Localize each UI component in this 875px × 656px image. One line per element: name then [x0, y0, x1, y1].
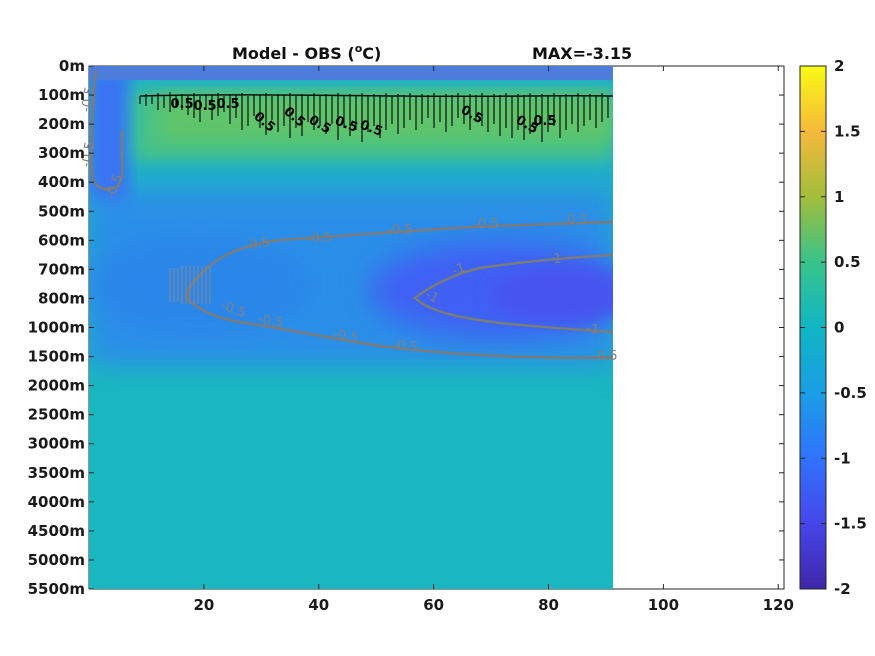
- y-tick-label: 600m: [38, 231, 85, 249]
- contour-label: 0.5: [533, 114, 556, 129]
- contour-pos05: [139, 92, 609, 142]
- y-tick-label: 500m: [38, 202, 85, 220]
- contour-label: -1: [585, 321, 600, 338]
- colorbar-tick-label: 0: [834, 319, 844, 337]
- colorbar-ticks: -2 -1.5 -1 -0.5 0 0.5 1 1.5 2: [800, 57, 867, 598]
- y-axis: 0m 100m 200m 300m 400m 500m 600m 700m 800m 1000m 1…: [28, 57, 784, 598]
- y-tick-label: 4000m: [28, 493, 85, 511]
- colorbar-tick-label: -1: [834, 449, 851, 467]
- chart-title: Model - OBS (oC): [232, 42, 381, 63]
- y-tick-label: 0m: [59, 57, 85, 75]
- contour-neg05-mesh: [169, 266, 211, 304]
- contour-label: -0.5: [244, 235, 272, 254]
- contour-label: -0.5: [257, 312, 285, 331]
- x-tick-label: 20: [193, 596, 214, 614]
- contour-label: -0.5: [392, 338, 419, 355]
- colorbar-tick-label: 0.5: [834, 253, 861, 271]
- contour-label: -0.5: [562, 213, 587, 228]
- contour-label: -0.5: [473, 217, 498, 232]
- colorbar-tick-label: -0.5: [834, 384, 867, 402]
- y-tick-label: 700m: [38, 260, 85, 278]
- contour-label: -0.5: [592, 349, 617, 364]
- colorbar-tick-label: -2: [834, 580, 851, 598]
- contour-label: 0.5: [193, 99, 216, 114]
- x-axis: 20 40 60 80 100 120: [193, 66, 794, 614]
- y-tick-label: 5500m: [28, 580, 85, 598]
- y-tick-label: 2000m: [28, 377, 85, 395]
- heatmap-band-deep: [89, 360, 613, 589]
- contour-pos05-top: [139, 94, 613, 98]
- contour-label: -0.5: [387, 223, 412, 238]
- contour-neg1: [413, 253, 613, 334]
- colorbar-tick-label: 1: [834, 188, 844, 206]
- y-tick-label: 5000m: [28, 551, 85, 569]
- contour-label: 0.5: [358, 118, 385, 140]
- contour-label: -1: [549, 252, 562, 267]
- y-tick-label: 3000m: [28, 435, 85, 453]
- y-tick-label: 400m: [38, 173, 85, 191]
- contour-neg05-upper: [185, 220, 613, 301]
- contour-label: -0.5: [79, 86, 98, 114]
- y-tick-label: 200m: [38, 115, 85, 133]
- y-tick-label: 800m: [38, 289, 85, 307]
- y-tick-label: 100m: [38, 86, 85, 104]
- y-tick-label: 1500m: [28, 348, 85, 366]
- x-tick-label: 100: [648, 596, 679, 614]
- colorbar-tick-label: 2: [834, 57, 844, 75]
- x-tick-label: 60: [423, 596, 444, 614]
- contour-label: 0.5: [333, 114, 360, 136]
- x-tick-label: 80: [538, 596, 559, 614]
- heatmap-surface: [89, 66, 613, 80]
- contour-lines: [90, 69, 613, 359]
- contour-label: 0.5: [216, 97, 239, 112]
- y-tick-label: 300m: [38, 144, 85, 162]
- y-tick-label: 4500m: [28, 522, 85, 540]
- contour-label: 0.5: [170, 97, 193, 112]
- contour-label: -0.5: [332, 327, 360, 346]
- max-annotation: MAX=-3.15: [532, 44, 632, 63]
- x-tick-label: 40: [308, 596, 329, 614]
- colorbar-tick-label: 1.5: [834, 122, 861, 140]
- y-tick-label: 1000m: [28, 319, 85, 337]
- heatmap-cold-core-inner: [490, 267, 613, 323]
- contour-neg05-west: [90, 69, 124, 191]
- contour-neg05-lower: [187, 299, 613, 359]
- contour-label: -0.5: [79, 141, 98, 169]
- x-tick-label: 120: [763, 596, 794, 614]
- heatmap-west-band: [90, 240, 310, 330]
- contour-label: -1: [450, 260, 467, 279]
- contour-label: -0.5: [306, 230, 333, 247]
- y-tick-label: 3500m: [28, 464, 85, 482]
- y-tick-label: 2500m: [28, 406, 85, 424]
- colorbar-tick-label: -1.5: [834, 515, 867, 533]
